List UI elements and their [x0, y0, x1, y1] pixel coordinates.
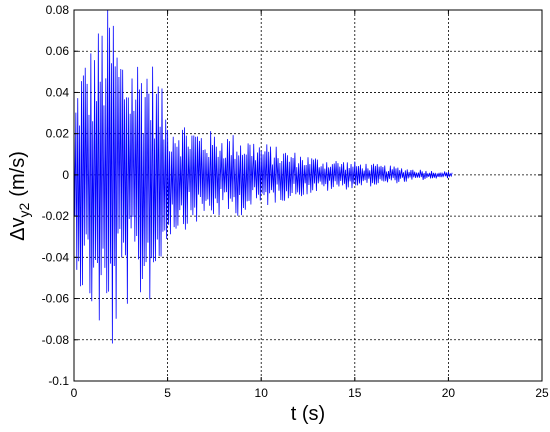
- x-tick-label: 20: [442, 386, 456, 400]
- y-tick-label: 0.06: [46, 44, 70, 58]
- x-tick-label: 25: [535, 386, 549, 400]
- y-tick-label: 0: [62, 168, 69, 182]
- ticks: [73, 9, 543, 382]
- x-tick-label: 15: [348, 386, 362, 400]
- x-tick-labels: 0 5 10 15 20 25: [71, 386, 549, 400]
- y-axis-title-unit: (m/s): [7, 151, 29, 197]
- y-axis-title: Δvy2 (m/s): [7, 151, 32, 241]
- x-axis-title: t (s): [291, 403, 325, 425]
- x-tick-label: 5: [164, 386, 171, 400]
- y-tick-label: 0.08: [46, 3, 70, 17]
- y-tick-label: -0.1: [48, 374, 69, 388]
- plot-frame: [73, 9, 543, 382]
- y-tick-label: -0.02: [42, 209, 70, 223]
- y-tick-label: -0.06: [42, 292, 70, 306]
- y-tick-labels: -0.1 -0.08 -0.06 -0.04 -0.02 0 0.02 0.04 0.06 0.0…: [42, 3, 70, 388]
- y-axis-title-main: Δv: [7, 217, 29, 240]
- series-line: [73, 9, 453, 344]
- y-axis-title-sub: y2: [16, 202, 32, 217]
- y-tick-label: -0.08: [42, 333, 70, 347]
- x-tick-label: 10: [255, 386, 269, 400]
- y-tick-label: -0.04: [42, 250, 70, 264]
- y-tick-label: 0.02: [46, 127, 70, 141]
- series-group: [73, 9, 453, 344]
- y-tick-label: 0.04: [46, 85, 70, 99]
- x-tick-label: 0: [71, 386, 78, 400]
